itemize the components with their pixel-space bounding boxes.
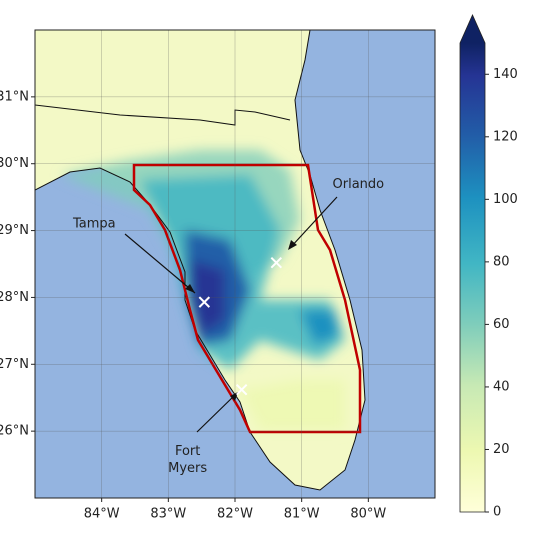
- heat-field: [60, 150, 345, 430]
- colorbar-frame: [459, 14, 486, 513]
- coastline: [35, 30, 366, 491]
- colorbar-tick-label: 140: [493, 67, 518, 82]
- colorbar-extend: [460, 15, 485, 43]
- city-label: Orlando: [333, 177, 385, 192]
- city-label: Myers: [168, 461, 207, 476]
- colorbar-tick-label: 120: [493, 129, 518, 144]
- orlando-arrow: [289, 196, 338, 249]
- arrowhead: [185, 284, 195, 293]
- map-area: Tampa Orlando Fort Myers: [35, 30, 435, 498]
- graticule: [35, 30, 435, 498]
- marker-cross: [270, 256, 283, 269]
- colorbar: [460, 43, 485, 512]
- marker-cross: [198, 296, 211, 308]
- axes: 84°W 83°W 82°W 81°W 80°W 31°N 30°N 29°N 28°N 27°N…: [0, 67, 518, 522]
- y-tick-label: 27°N: [0, 357, 29, 372]
- x-tick-label: 84°W: [84, 507, 120, 522]
- y-tick-label: 29°N: [0, 223, 29, 238]
- y-tick-label: 30°N: [0, 156, 29, 171]
- cities: Tampa Orlando Fort Myers: [72, 177, 384, 476]
- colorbar-tick-label: 20: [493, 442, 510, 457]
- arrowhead: [230, 392, 238, 401]
- x-tick-label: 81°W: [284, 507, 320, 522]
- colorbar-tick-label: 100: [493, 192, 518, 207]
- colorbar-tick-label: 40: [493, 379, 510, 394]
- y-tick-label: 31°N: [0, 89, 29, 104]
- city-label: Tampa: [72, 217, 116, 232]
- x-tick-label: 80°W: [350, 507, 386, 522]
- fort-myers-arrow: [196, 393, 237, 433]
- city-marker: [270, 256, 283, 269]
- x-tick-label: 82°W: [217, 507, 253, 522]
- marker-cross: [235, 383, 248, 396]
- colorbar-tick-label: 60: [493, 317, 510, 332]
- y-tick-label: 26°N: [0, 424, 29, 439]
- tampa-arrow: [124, 233, 196, 294]
- x-tick-label: 83°W: [150, 507, 186, 522]
- arrowhead: [288, 240, 297, 250]
- colorbar-tick-label: 80: [493, 254, 510, 269]
- city-marker: [198, 296, 211, 308]
- city-marker: [235, 383, 248, 396]
- colorbar-tick-label: 0: [493, 505, 501, 520]
- y-tick-label: 28°N: [0, 290, 29, 305]
- study-region: [132, 163, 362, 434]
- city-label: Fort: [175, 444, 200, 459]
